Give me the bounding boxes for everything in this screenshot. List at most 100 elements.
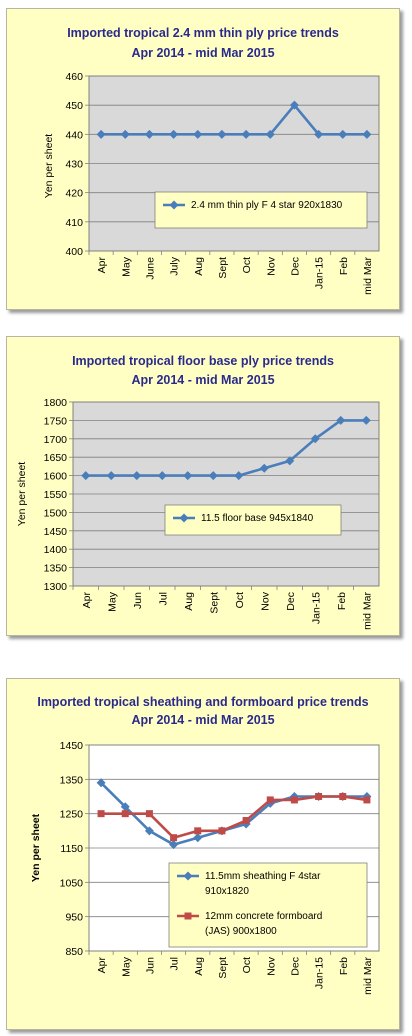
legend-box <box>168 862 368 948</box>
chart-thin-ply: Imported tropical 2.4 mm thin ply price … <box>43 26 380 295</box>
y-tick-label: 1350 <box>60 774 84 786</box>
data-point <box>217 129 227 139</box>
legend: 2.4 mm thin ply F 4 star 920x1830 <box>154 191 368 229</box>
legend-marker <box>184 912 192 920</box>
data-point <box>97 810 105 818</box>
data-point <box>96 129 106 139</box>
data-point <box>169 840 179 850</box>
chart-title: Imported tropical 2.4 mm thin ply price … <box>67 26 339 40</box>
y-tick-label: 1400 <box>44 544 68 556</box>
chart-title: Imported tropical sheathing and formboar… <box>37 695 368 709</box>
data-point <box>120 802 130 812</box>
y-tick-label: 1650 <box>44 452 68 464</box>
x-tick-label: Feb <box>338 957 350 975</box>
chart-layer: 850 950 1050 1150 1250 1350 1450 Apr May Jun Jul Au… <box>60 740 379 995</box>
data-point <box>193 833 203 843</box>
data-point <box>170 834 178 842</box>
x-tick-label: Apr <box>96 257 108 274</box>
data-point <box>315 793 323 800</box>
x-tick-label: May <box>120 956 132 977</box>
chart-subtitle: Apr 2014 - mid Mar 2015 <box>131 46 274 60</box>
chart-floor-base: Imported tropical floor base ply price t… <box>16 354 380 630</box>
x-tick-label: Oct <box>234 592 246 608</box>
x-tick-label: Jan-15 <box>314 957 326 989</box>
legend-box <box>154 191 368 229</box>
x-tick-label: July <box>169 256 181 275</box>
data-point <box>106 471 116 481</box>
data-point <box>339 793 347 800</box>
y-tick-label: 1500 <box>44 507 68 519</box>
data-point <box>362 129 372 139</box>
y-tick-label: 1800 <box>44 397 68 409</box>
legend-label: 910x1820 <box>205 886 249 897</box>
y-tick-label: 1600 <box>44 471 68 483</box>
x-tick-label: Jul <box>169 957 181 970</box>
chart-subtitle: Apr 2014 - mid Mar 2015 <box>131 713 274 727</box>
data-point <box>234 471 244 481</box>
chart-title: Imported tropical floor base ply price t… <box>72 354 334 368</box>
legend-marker <box>169 200 179 210</box>
data-point <box>157 471 167 481</box>
series-line-2 <box>101 795 368 839</box>
data-point <box>120 129 130 139</box>
y-tick-label: 1550 <box>44 489 68 501</box>
data-point <box>144 826 154 836</box>
y-tick-label: 1250 <box>60 809 84 821</box>
x-tick-label: Oct <box>241 257 253 273</box>
legend-label: 11.5mm sheathing F 4star <box>205 871 321 882</box>
data-point <box>241 129 251 139</box>
x-tick-label: mid Mar <box>361 591 373 629</box>
x-tick-label: Feb <box>336 592 348 610</box>
data-point <box>338 129 348 139</box>
chart-subtitle: Apr 2014 - mid Mar 2015 <box>131 373 274 387</box>
x-tick-label: Aug <box>183 592 195 611</box>
chart-layer: 1300 1350 1400 1450 1500 1550 1600 1650 1700 1750… <box>44 397 379 630</box>
data-point <box>266 796 274 804</box>
x-tick-label: Dec <box>289 257 301 276</box>
data-point <box>208 471 218 481</box>
y-tick-label: 850 <box>65 946 83 958</box>
data-point <box>169 129 179 139</box>
y-tick-label: 420 <box>65 188 83 200</box>
data-point <box>289 100 299 110</box>
x-tick-label: May <box>120 256 132 277</box>
x-tick-label: Aug <box>193 957 205 976</box>
chart-panel-sheathing: Imported tropical sheathing and formboar… <box>6 678 400 1030</box>
data-point <box>183 471 193 481</box>
y-tick-label: 1450 <box>60 740 84 752</box>
y-tick-label: 1300 <box>44 581 68 593</box>
y-tick-label: 1350 <box>44 563 68 575</box>
legend: 11.5 floor base 945x1840 <box>164 504 342 536</box>
data-point <box>336 415 346 425</box>
x-tick-label: Sept <box>208 592 220 614</box>
x-tick-label: Sept <box>217 957 229 979</box>
data-point <box>265 129 275 139</box>
data-point <box>290 796 298 804</box>
chart-panel-floor-base: Imported tropical floor base ply price t… <box>6 336 400 636</box>
x-tick-label: Jan-15 <box>310 592 322 624</box>
data-point <box>314 129 324 139</box>
x-tick-label: June <box>144 257 156 280</box>
y-tick-label: 430 <box>65 159 83 171</box>
y-tick-label: 1750 <box>44 415 68 427</box>
data-point <box>194 827 202 835</box>
data-point <box>242 817 250 825</box>
legend-label: 11.5 floor base 945x1840 <box>201 513 314 524</box>
legend-marker <box>183 871 193 881</box>
x-tick-label: Nov <box>265 256 277 275</box>
x-tick-label: Dec <box>289 957 301 976</box>
data-point <box>310 434 320 444</box>
y-tick-label: 1700 <box>44 434 68 446</box>
x-tick-label: Nov <box>259 591 271 610</box>
data-point <box>96 778 106 788</box>
x-tick-label: Apr <box>81 592 93 609</box>
data-point <box>363 796 371 804</box>
y-tick-label: 1450 <box>44 526 68 538</box>
x-tick-label: mid Mar <box>362 956 374 994</box>
data-point <box>361 415 371 425</box>
data-point <box>145 810 153 818</box>
legend-label: (JAS) 900x1800 <box>205 926 277 937</box>
x-tick-label: May <box>106 591 118 612</box>
chart-layer: 400 410 420 430 440 450 460 Apr May June July Aug Se… <box>65 71 379 295</box>
x-tick-label: Oct <box>241 957 253 973</box>
